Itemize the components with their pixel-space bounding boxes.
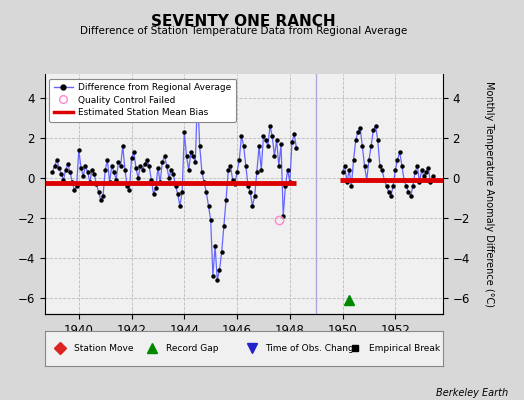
Text: Time of Obs. Change: Time of Obs. Change bbox=[266, 344, 360, 353]
Text: Station Move: Station Move bbox=[74, 344, 134, 353]
Text: Berkeley Earth: Berkeley Earth bbox=[436, 388, 508, 398]
Text: SEVENTY ONE RANCH: SEVENTY ONE RANCH bbox=[151, 14, 336, 29]
Text: Record Gap: Record Gap bbox=[166, 344, 219, 353]
Legend: Difference from Regional Average, Quality Control Failed, Estimated Station Mean: Difference from Regional Average, Qualit… bbox=[49, 78, 236, 122]
Text: Difference of Station Temperature Data from Regional Average: Difference of Station Temperature Data f… bbox=[80, 26, 407, 36]
Y-axis label: Monthly Temperature Anomaly Difference (°C): Monthly Temperature Anomaly Difference (… bbox=[484, 81, 494, 307]
Text: Empirical Break: Empirical Break bbox=[369, 344, 440, 353]
